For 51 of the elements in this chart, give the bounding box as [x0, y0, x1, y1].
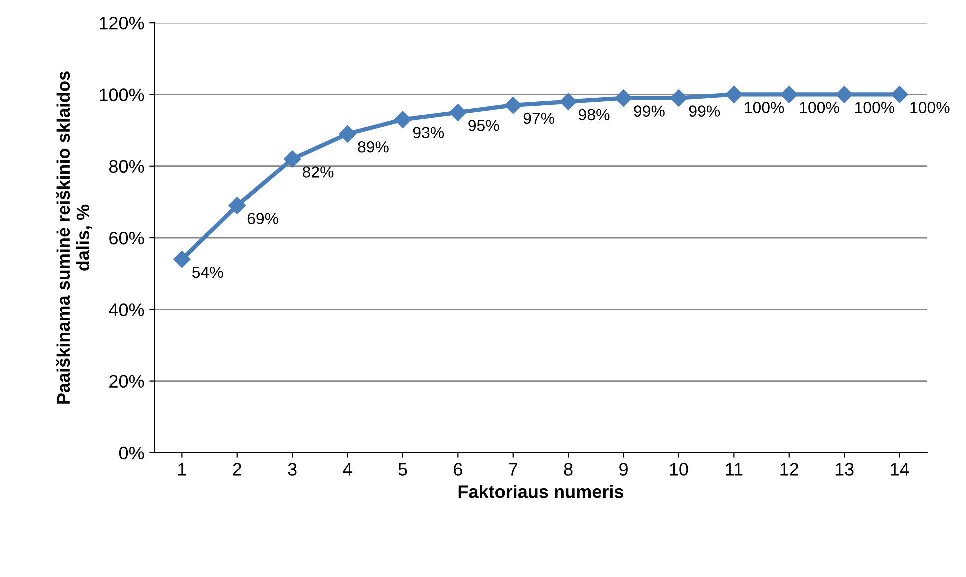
x-tick-label: 6 — [454, 463, 462, 476]
x-tick-label: 11 — [726, 463, 743, 476]
y-tick-label: 20% — [110, 375, 144, 388]
point — [450, 104, 467, 122]
data-label: 97% — [524, 112, 554, 124]
x-tick-label: 5 — [398, 463, 408, 476]
x-tick-label: 1 — [178, 463, 186, 476]
data-label: 89% — [358, 141, 389, 153]
x-tick-label: 13 — [836, 463, 854, 476]
y-tick-label: 120% — [100, 17, 144, 30]
y-tick-label: 80% — [109, 160, 144, 174]
data-label: 93% — [413, 127, 444, 138]
x-axis-title: Faktoriaus numeris — [458, 485, 624, 498]
data-label: 99% — [689, 106, 720, 117]
x-tick-label: 2 — [233, 463, 242, 476]
y-tick-label: 60% — [110, 232, 144, 245]
x-tick-label: 4 — [343, 463, 352, 476]
x-tick-label: 9 — [620, 463, 628, 476]
y-tick-label: 0% — [119, 446, 144, 460]
y-axis-title: Paaiškinama suminė reiškinio sklaidos dalis, % — [56, 72, 92, 404]
point — [504, 96, 522, 114]
x-tick-label: 10 — [670, 463, 688, 476]
data-label: 99% — [634, 106, 665, 117]
x-tick-label: 3 — [288, 463, 297, 476]
x-tick-label: 12 — [780, 463, 798, 476]
y-tick-label: 40% — [109, 304, 144, 316]
x-tick-label: 14 — [891, 463, 910, 476]
point — [560, 93, 578, 110]
data-label: 100% — [856, 102, 895, 114]
point — [394, 111, 412, 128]
data-label: 100% — [800, 102, 840, 114]
data-label: 100% — [910, 102, 950, 114]
data-label: 98% — [579, 109, 610, 121]
point — [339, 126, 356, 143]
point — [670, 90, 688, 107]
point — [726, 86, 743, 104]
point — [891, 86, 908, 104]
point — [284, 150, 302, 168]
point — [174, 250, 191, 268]
y-tick-label: 100% — [100, 88, 144, 102]
point — [228, 197, 246, 214]
data-label: 100% — [745, 102, 784, 114]
point — [615, 90, 632, 107]
point — [780, 86, 798, 104]
data-label: 54% — [192, 266, 224, 278]
data-label: 82% — [302, 166, 334, 178]
data-label: 69% — [248, 213, 278, 224]
data-label: 95% — [468, 120, 500, 132]
point — [836, 86, 854, 104]
x-tick-label: 8 — [564, 463, 573, 476]
x-tick-label: 7 — [509, 463, 518, 476]
